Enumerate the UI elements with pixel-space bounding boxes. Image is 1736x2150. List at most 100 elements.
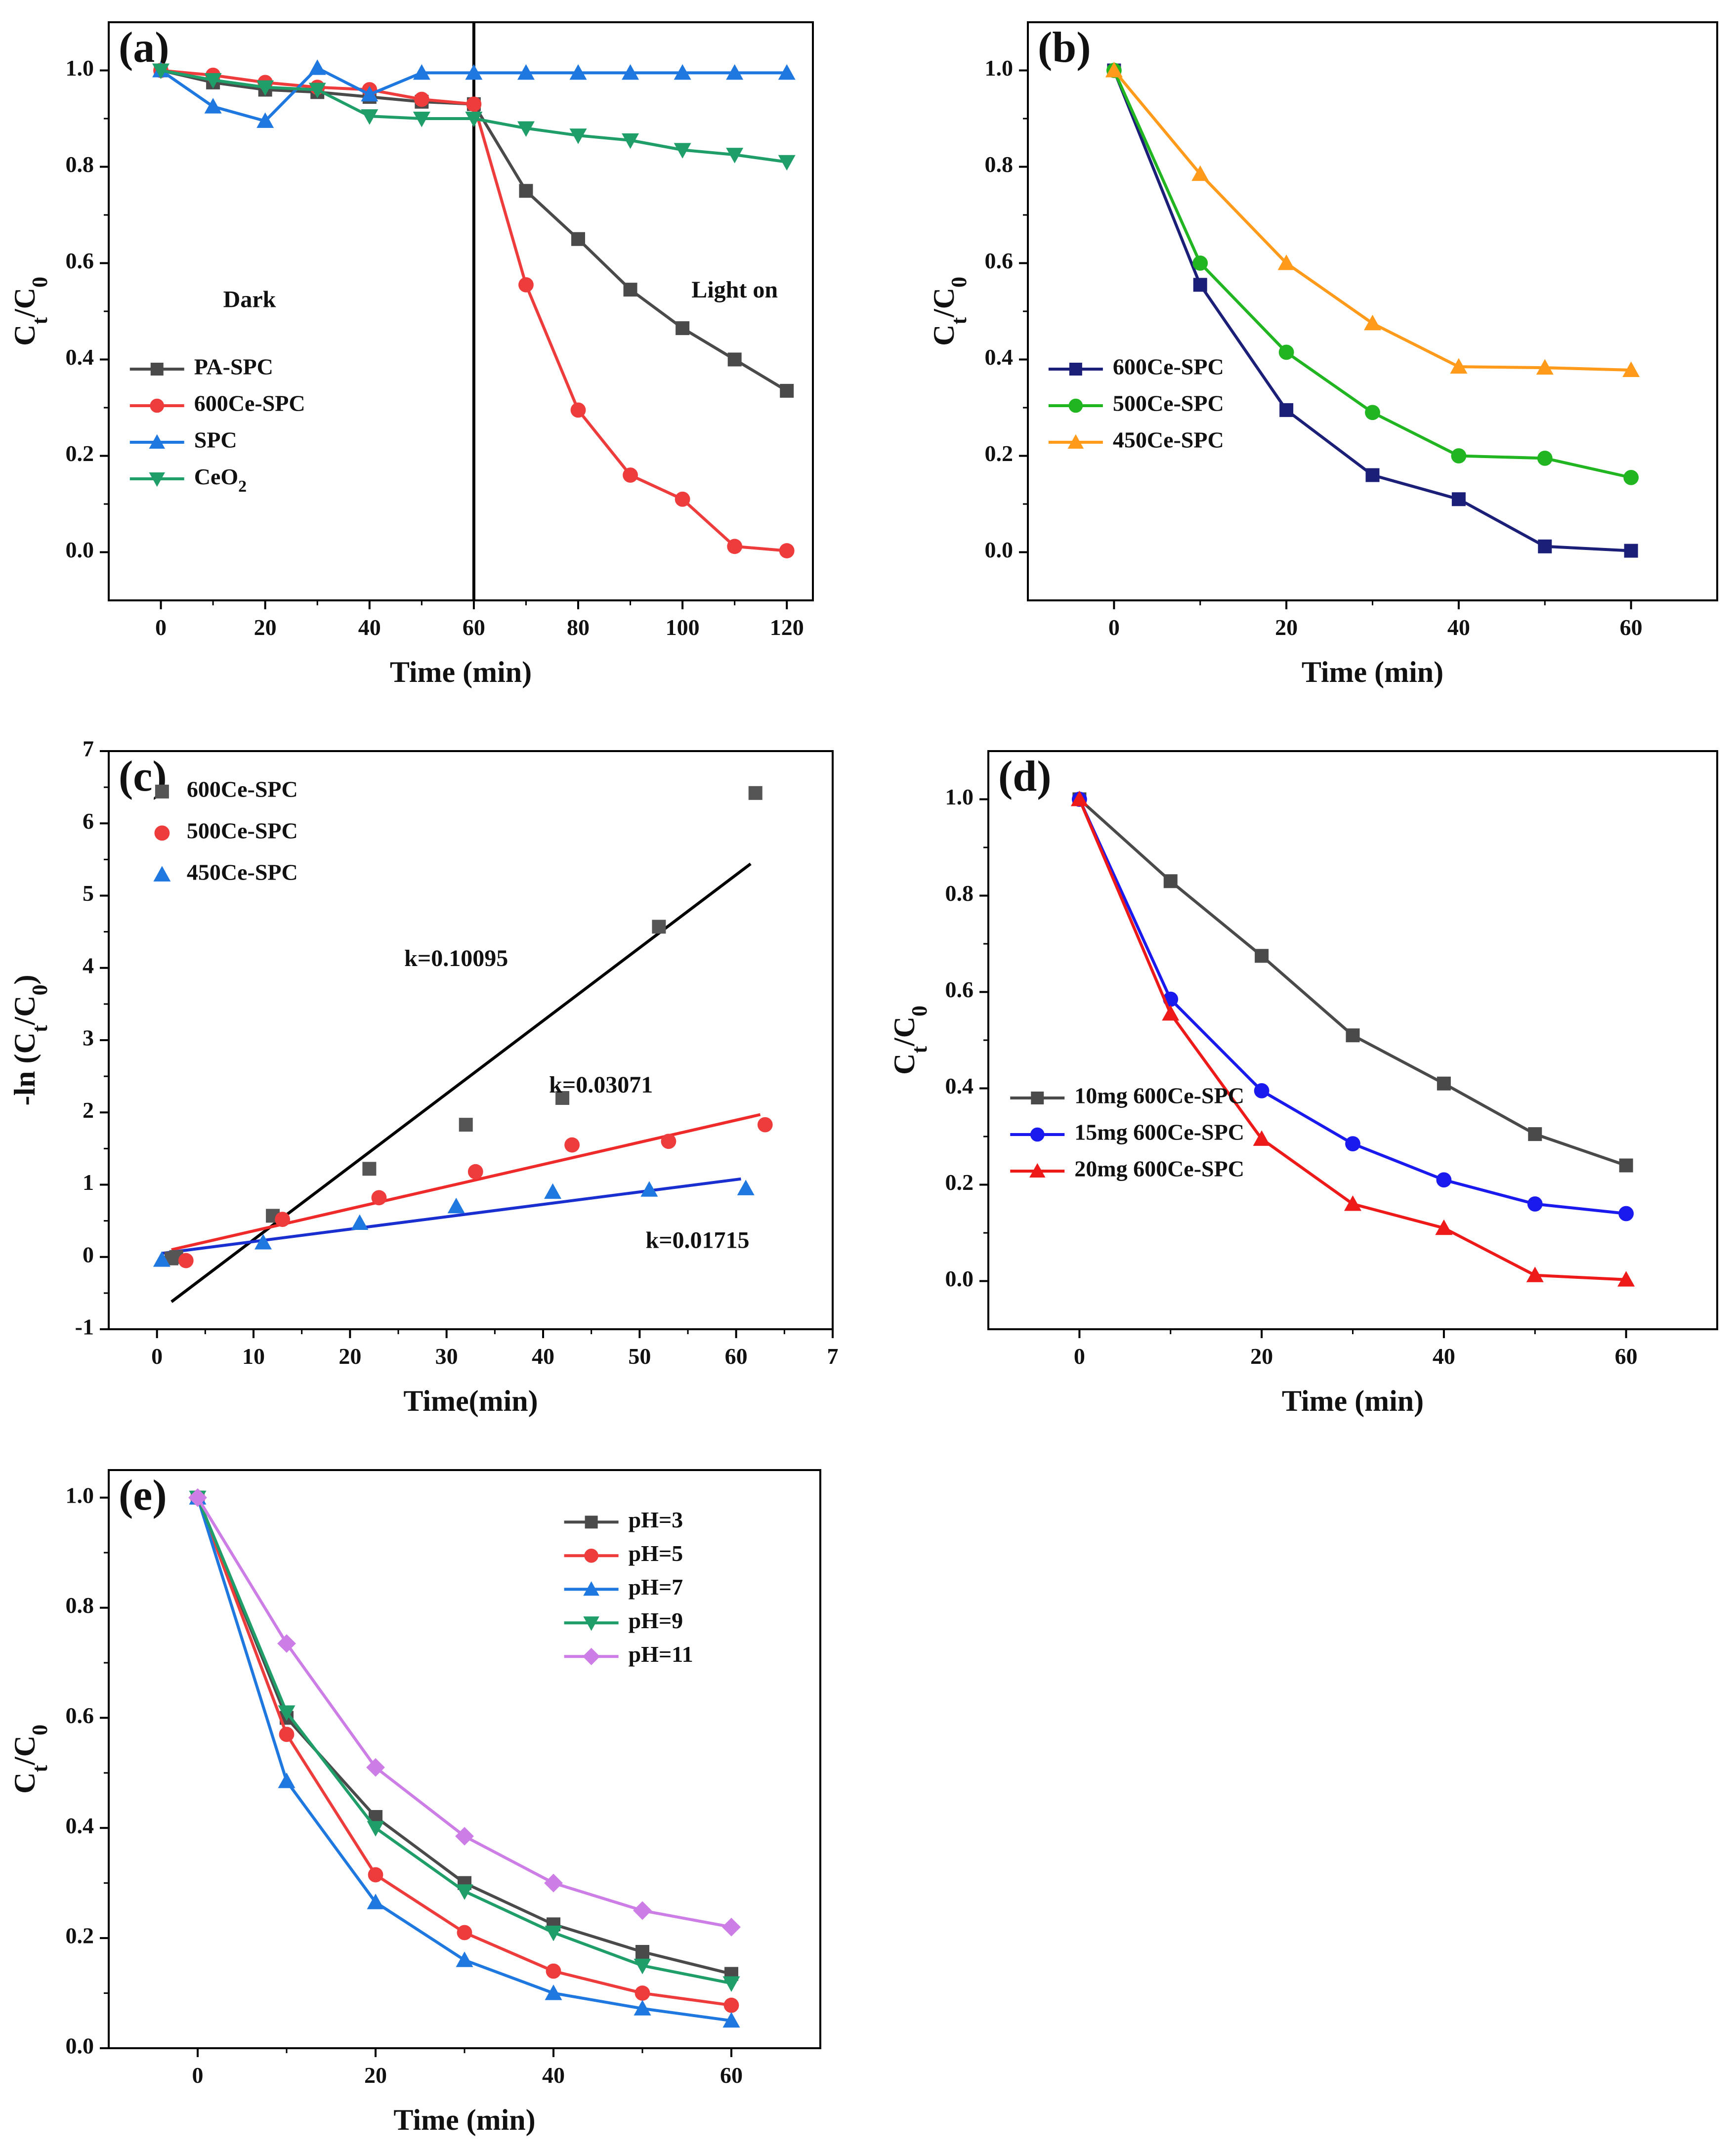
- legend-label: 600Ce-SPC: [194, 391, 305, 416]
- data-point: [1527, 1196, 1543, 1212]
- data-point: [277, 1634, 296, 1653]
- y-tick-label: 4: [83, 953, 94, 978]
- data-point: [455, 1827, 474, 1846]
- series-spc: [152, 59, 796, 128]
- y-tick-label: 0.6: [66, 248, 94, 273]
- data-point: [362, 1162, 377, 1176]
- data-point: [278, 1705, 296, 1721]
- y-tick-label: 3: [83, 1025, 94, 1051]
- data-point: [459, 1118, 473, 1132]
- x-axis-title: Time(min): [403, 1385, 538, 1417]
- data-point: [779, 543, 795, 558]
- data-point: [569, 128, 587, 144]
- data-point: [1344, 1195, 1361, 1211]
- annotation: k=0.10095: [404, 945, 508, 971]
- legend-label: 500Ce-SPC: [187, 818, 298, 843]
- series-450ce-spc: [1105, 62, 1640, 377]
- data-point: [1526, 1266, 1544, 1282]
- x-tick-label: 60: [1615, 1344, 1638, 1369]
- panel-label: (d): [998, 753, 1052, 801]
- legend-marker: [150, 398, 165, 413]
- y-tick-label: 0: [83, 1242, 94, 1267]
- data-point: [1162, 1005, 1180, 1021]
- x-tick-label: 60: [1620, 615, 1643, 640]
- data-point: [1365, 468, 1380, 482]
- data-point: [1253, 1130, 1270, 1146]
- data-point: [622, 133, 639, 149]
- y-tick-label: 1.0: [66, 1482, 94, 1508]
- legend-marker: [153, 866, 171, 882]
- x-tick-label: 0: [1074, 1344, 1085, 1369]
- y-tick-label: 0.6: [985, 248, 1014, 273]
- legend: 600Ce-SPC 500Ce-SPC 450Ce-SPC: [153, 776, 298, 885]
- data-point: [1437, 1076, 1451, 1091]
- data-point: [1163, 874, 1178, 888]
- data-point: [254, 1234, 272, 1250]
- legend-label: 600Ce-SPC: [1113, 354, 1224, 379]
- y-tick-label: 1.0: [66, 55, 94, 81]
- x-tick-label: 60: [725, 1344, 748, 1369]
- data-point: [661, 1134, 677, 1149]
- data-point: [1528, 1127, 1542, 1141]
- y-tick-label: -1: [75, 1314, 94, 1340]
- data-point: [279, 1727, 295, 1742]
- y-axis-title: Ct/C0: [8, 277, 52, 346]
- y-tick-label: 1.0: [985, 55, 1014, 81]
- series-500ce-spc: [178, 1117, 773, 1268]
- data-point: [546, 1963, 561, 1979]
- data-point: [623, 467, 638, 483]
- legend-marker: [1069, 363, 1082, 376]
- legend-label: 450Ce-SPC: [187, 859, 298, 885]
- legend: 10mg 600Ce-SPC 15mg 600Ce-SPC 20mg 600Ce-S…: [1010, 1083, 1244, 1181]
- y-tick-label: 0.4: [66, 1813, 94, 1838]
- data-point: [367, 1821, 384, 1837]
- x-axis-title: Time (min): [390, 656, 532, 688]
- y-tick-label: 0.8: [945, 881, 974, 906]
- data-point: [727, 539, 743, 554]
- data-point: [1538, 539, 1552, 553]
- legend-marker: [583, 1616, 599, 1631]
- y-tick-label: 0.2: [66, 441, 94, 466]
- x-tick-label: 120: [770, 615, 804, 640]
- legend-label: 10mg 600Ce-SPC: [1074, 1083, 1244, 1108]
- data-point: [570, 402, 586, 418]
- data-point: [456, 1884, 473, 1900]
- data-point: [414, 91, 429, 107]
- x-axis-title: Time (min): [1282, 1385, 1424, 1417]
- legend-marker: [1068, 398, 1083, 413]
- data-point: [1192, 255, 1208, 271]
- legend-marker: [154, 825, 170, 841]
- x-tick-label: 40: [1447, 615, 1470, 640]
- data-point: [634, 1958, 651, 1975]
- legend-marker: [584, 1549, 598, 1563]
- data-point: [188, 1488, 207, 1507]
- x-tick-label: 40: [532, 1344, 554, 1369]
- legend-marker: [583, 1581, 599, 1596]
- data-point: [1451, 448, 1467, 464]
- annotation: Light on: [691, 277, 778, 303]
- series-450ce-spc: [153, 1180, 755, 1267]
- legend-marker: [155, 784, 169, 799]
- data-point: [544, 1873, 563, 1893]
- data-point: [351, 1214, 369, 1230]
- legend: pH=3 pH=5 pH=7 pH=9 pH=11: [564, 1507, 693, 1667]
- x-tick-label: 0: [151, 1344, 163, 1369]
- data-point: [456, 1951, 473, 1967]
- y-tick-label: 0.2: [985, 441, 1014, 466]
- data-point: [1536, 359, 1554, 375]
- x-tick-label: 10: [242, 1344, 265, 1369]
- data-point: [413, 64, 430, 80]
- y-tick-label: 5: [83, 881, 94, 906]
- y-tick-label: 1.0: [945, 784, 974, 809]
- data-point: [544, 1183, 562, 1199]
- data-point: [633, 1901, 652, 1920]
- data-point: [1105, 62, 1123, 78]
- x-tick-label: 0: [192, 2063, 204, 2088]
- data-point: [1537, 450, 1553, 466]
- x-tick-label: 20: [1250, 1344, 1273, 1369]
- y-axis-title: Ct/C0: [928, 277, 971, 346]
- y-tick-label: 0.6: [66, 1703, 94, 1728]
- x-tick-label: 100: [666, 615, 700, 640]
- legend-label: 450Ce-SPC: [1113, 427, 1224, 453]
- x-tick-label: 20: [339, 1344, 361, 1369]
